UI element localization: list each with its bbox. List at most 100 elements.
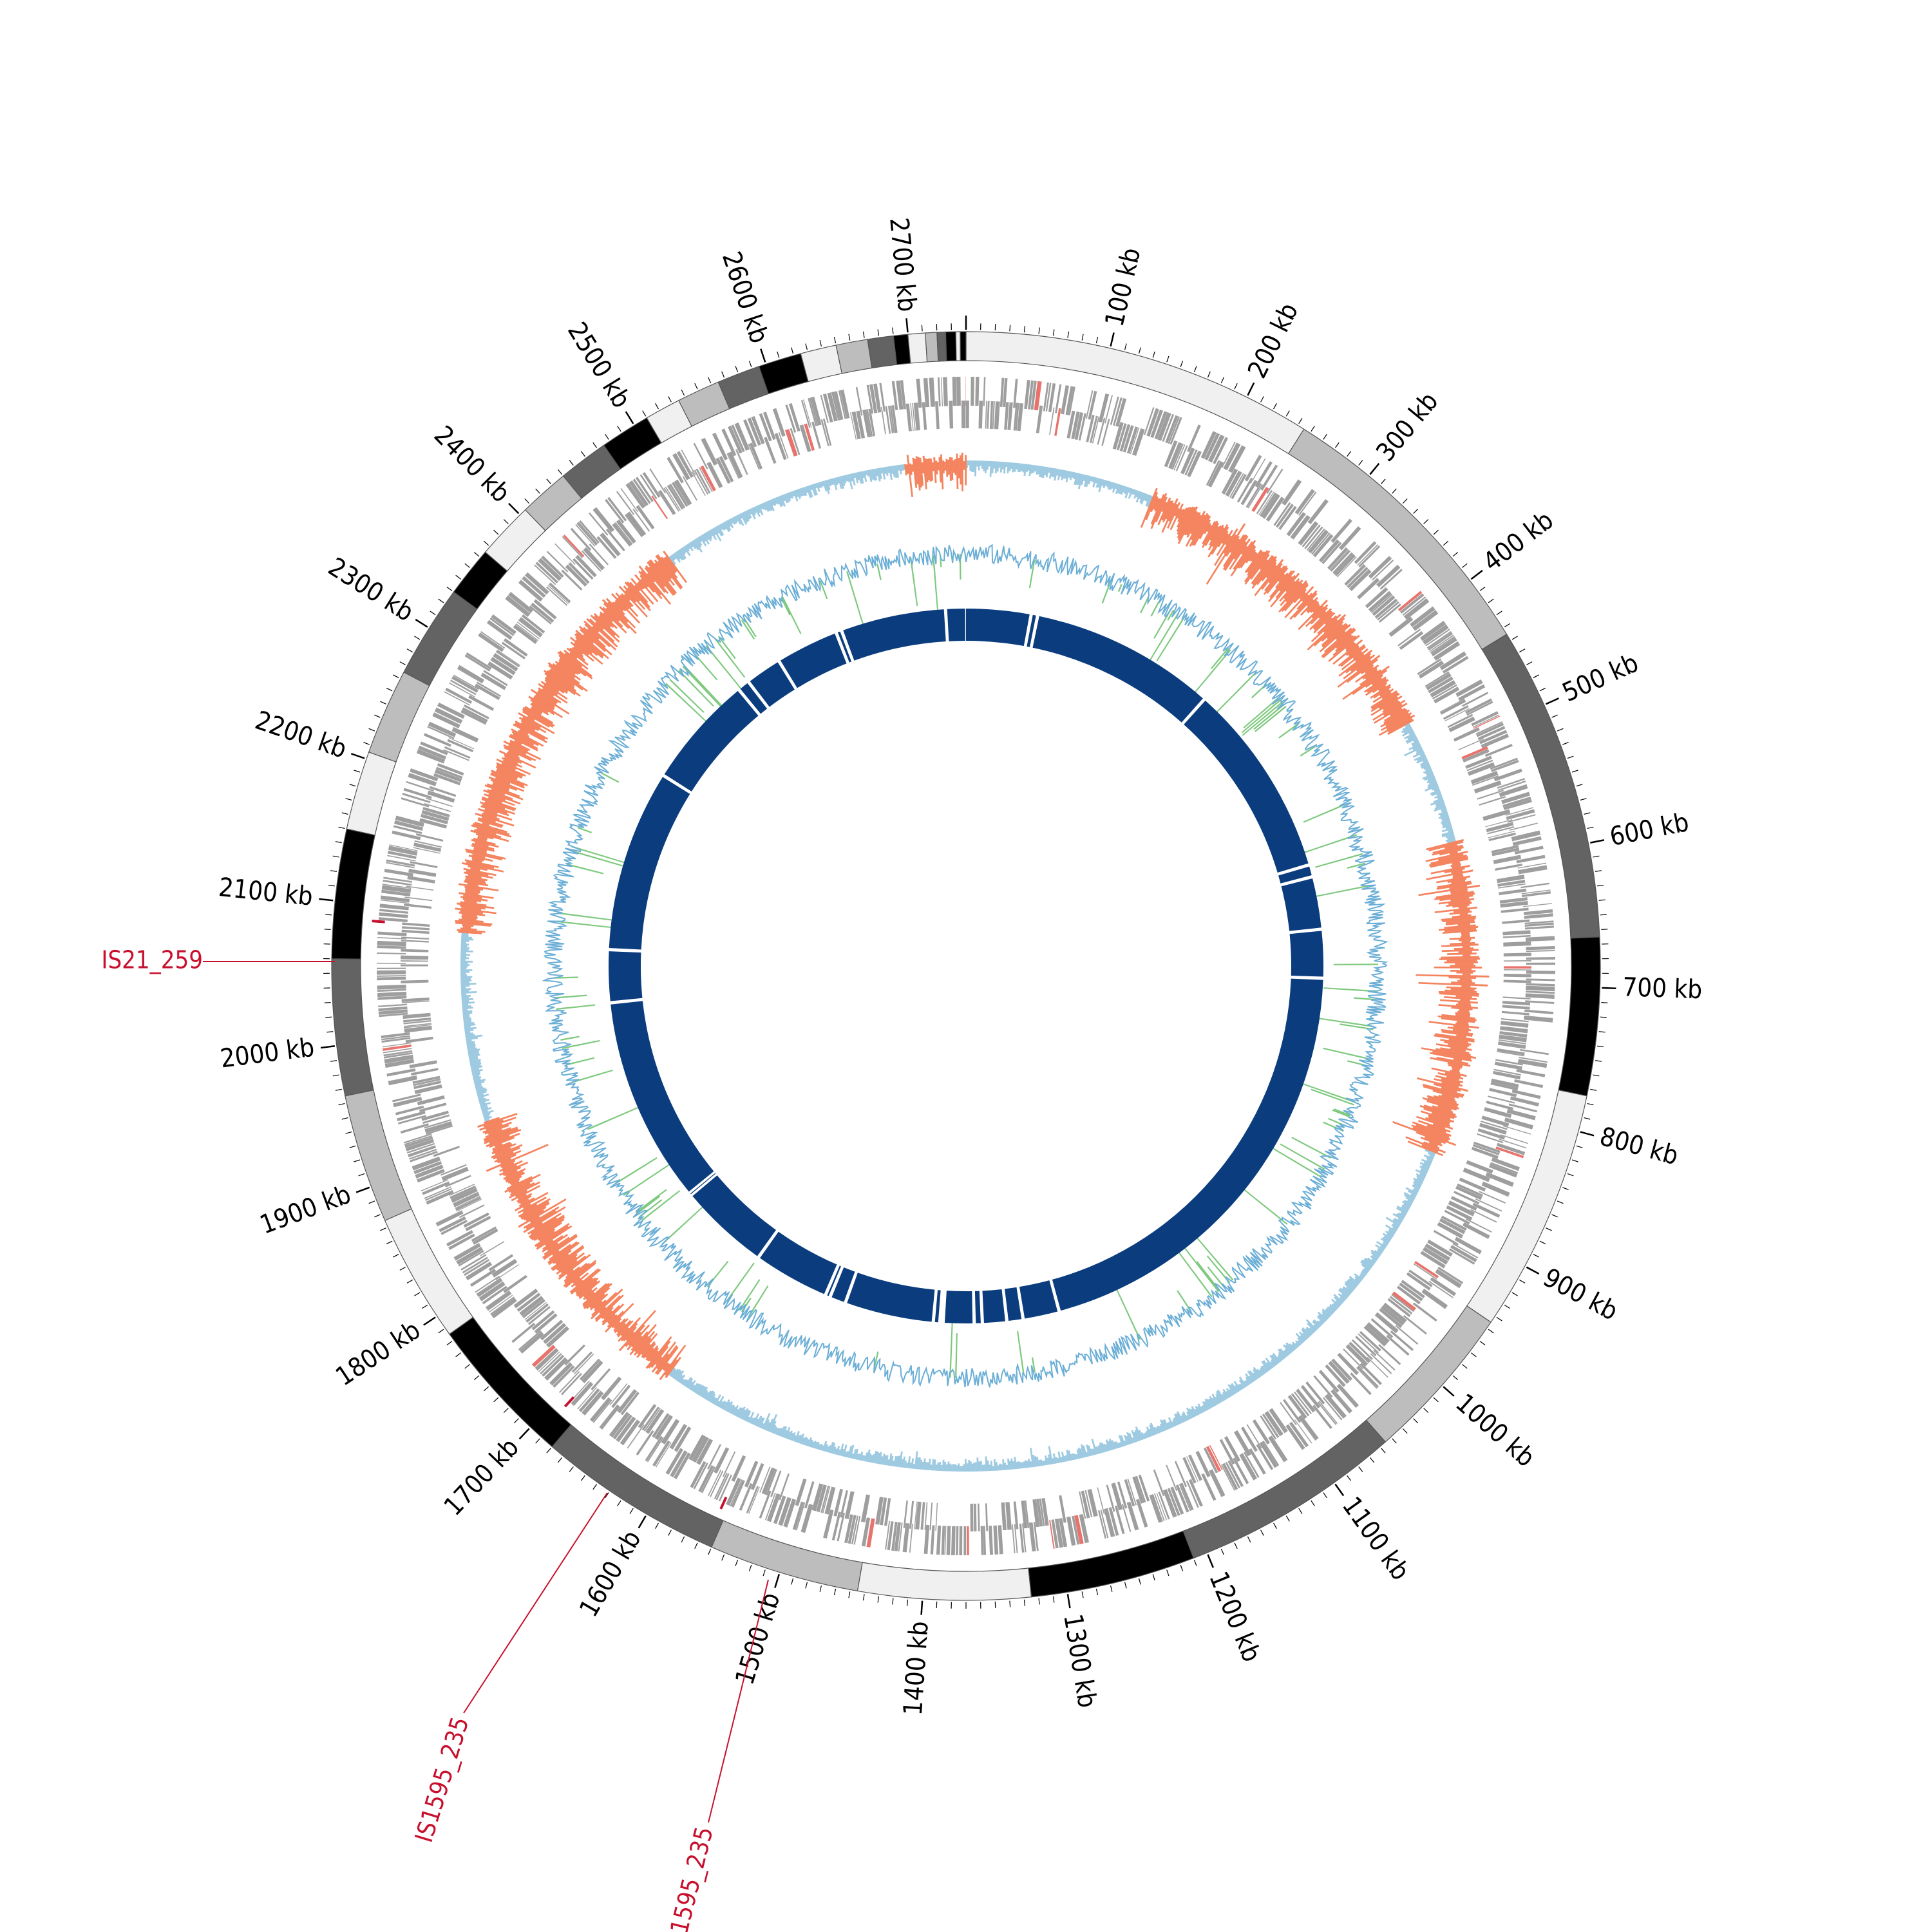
gc-skew-bar bbox=[545, 681, 560, 692]
gc-skew-bar bbox=[668, 556, 676, 565]
gc-skew-bar bbox=[607, 1311, 624, 1328]
scale-label-2400kb: 2400 kb bbox=[428, 421, 516, 509]
gc-skew-bar bbox=[1283, 1350, 1289, 1356]
gene-feature bbox=[1391, 1294, 1414, 1312]
gene-feature bbox=[983, 1526, 987, 1555]
gc-skew-bar bbox=[575, 1277, 596, 1295]
gc-skew-bar bbox=[1177, 506, 1194, 538]
gene-feature bbox=[635, 477, 654, 502]
gene-feature bbox=[626, 511, 647, 536]
gene-feature bbox=[1511, 1089, 1541, 1099]
gene-feature bbox=[1349, 569, 1372, 591]
gc-skew-bar bbox=[556, 1253, 578, 1271]
gene-feature bbox=[1061, 385, 1070, 415]
gene-feature bbox=[1440, 699, 1466, 715]
gc-skew-bar bbox=[1177, 506, 1198, 544]
gene-feature bbox=[599, 1404, 620, 1430]
gene-feature bbox=[735, 449, 748, 475]
gc-content-dip bbox=[1153, 608, 1172, 639]
gc-skew-bar bbox=[655, 555, 682, 590]
gc-skew-bar bbox=[1441, 832, 1454, 838]
gene-feature bbox=[1195, 1450, 1211, 1477]
gene-feature bbox=[838, 390, 846, 419]
gc-skew-bar bbox=[473, 848, 487, 854]
gc-skew-bar bbox=[1425, 770, 1433, 775]
gc-skew-bar bbox=[1448, 900, 1471, 905]
gc-content-dip bbox=[726, 1262, 755, 1302]
gc-skew-bar bbox=[484, 808, 498, 815]
minor-tick bbox=[1571, 770, 1578, 773]
gene-feature bbox=[408, 869, 437, 877]
gene-feature bbox=[937, 377, 941, 407]
gc-skew-bar bbox=[1323, 619, 1338, 633]
gene-feature bbox=[426, 1125, 453, 1135]
gc-skew-bar bbox=[1007, 462, 1010, 474]
gene-feature bbox=[1417, 658, 1442, 676]
scale-label-600kb: 600 kb bbox=[1607, 808, 1691, 852]
gene-feature bbox=[401, 980, 429, 983]
gene-feature bbox=[1293, 1391, 1312, 1415]
gene-feature bbox=[866, 409, 873, 437]
gc-skew-bar bbox=[714, 526, 719, 535]
gene-feature bbox=[649, 468, 667, 494]
gc-skew-bar bbox=[1086, 1452, 1089, 1457]
gc-skew-bar bbox=[1332, 635, 1357, 656]
gc-skew-bar bbox=[800, 1437, 805, 1444]
gc-skew-bar bbox=[915, 456, 921, 491]
gc-skew-bar bbox=[648, 560, 676, 596]
gc-skew-bar bbox=[717, 1396, 724, 1407]
minor-tick bbox=[1496, 1316, 1502, 1321]
gc-skew-bar bbox=[645, 565, 669, 594]
gene-feature bbox=[1157, 412, 1171, 441]
gc-skew-bar bbox=[1457, 923, 1470, 926]
gc-skew-bar bbox=[1300, 596, 1318, 616]
gc-skew-bar bbox=[1216, 529, 1233, 556]
gc-skew-bar bbox=[612, 601, 625, 616]
gc-skew-bar bbox=[1059, 469, 1063, 477]
gene-feature bbox=[377, 952, 406, 954]
gene-feature bbox=[1357, 544, 1379, 566]
gc-skew-bar bbox=[1441, 949, 1479, 952]
gc-skew-bar bbox=[502, 1164, 518, 1173]
gene-feature bbox=[625, 514, 643, 538]
gc-skew-bar bbox=[1385, 1230, 1394, 1237]
major-tick bbox=[1602, 987, 1616, 989]
gc-skew-bar bbox=[1426, 1124, 1446, 1133]
gc-skew-bar bbox=[1392, 1121, 1457, 1146]
gc-skew-bar bbox=[1294, 1342, 1300, 1348]
gene-feature bbox=[549, 1362, 573, 1386]
gc-skew-bar bbox=[1439, 848, 1462, 856]
gc-skew-bar bbox=[469, 1060, 481, 1065]
gc-skew-bar bbox=[552, 1246, 585, 1271]
gc-skew-bar bbox=[654, 559, 675, 586]
gene-feature bbox=[778, 1497, 791, 1526]
gc-skew-bar bbox=[503, 744, 536, 762]
gc-skew-bar bbox=[1140, 493, 1147, 505]
gc-skew-bar bbox=[1063, 470, 1066, 479]
gc-skew-bar bbox=[1318, 611, 1327, 620]
gene-feature bbox=[382, 1042, 412, 1048]
gene-feature bbox=[1359, 1331, 1381, 1352]
homology-block bbox=[611, 1001, 714, 1192]
contig-segment-15 bbox=[331, 828, 375, 960]
gc-skew-bar bbox=[1343, 654, 1376, 679]
gene-feature bbox=[1519, 1056, 1548, 1063]
gene-feature bbox=[600, 532, 621, 556]
gene-feature bbox=[471, 1226, 497, 1242]
gc-skew-bar bbox=[1168, 1421, 1173, 1428]
gc-skew-bar bbox=[887, 466, 890, 473]
gc-skew-bar bbox=[461, 999, 469, 1003]
minor-tick bbox=[629, 1508, 634, 1514]
gene-feature bbox=[440, 1164, 467, 1176]
gene-feature bbox=[761, 1467, 776, 1495]
gc-skew-bar bbox=[1265, 1358, 1274, 1368]
minor-tick bbox=[324, 929, 331, 930]
gc-skew-bar bbox=[657, 560, 672, 580]
gc-skew-bar bbox=[524, 706, 554, 724]
gc-skew-bar bbox=[1459, 978, 1472, 981]
gc-skew-bar bbox=[1174, 1414, 1180, 1425]
gc-skew-bar bbox=[1426, 778, 1436, 784]
gc-skew-bar bbox=[842, 1444, 848, 1457]
gc-skew-bar bbox=[938, 457, 942, 483]
gene-feature bbox=[531, 1345, 556, 1367]
